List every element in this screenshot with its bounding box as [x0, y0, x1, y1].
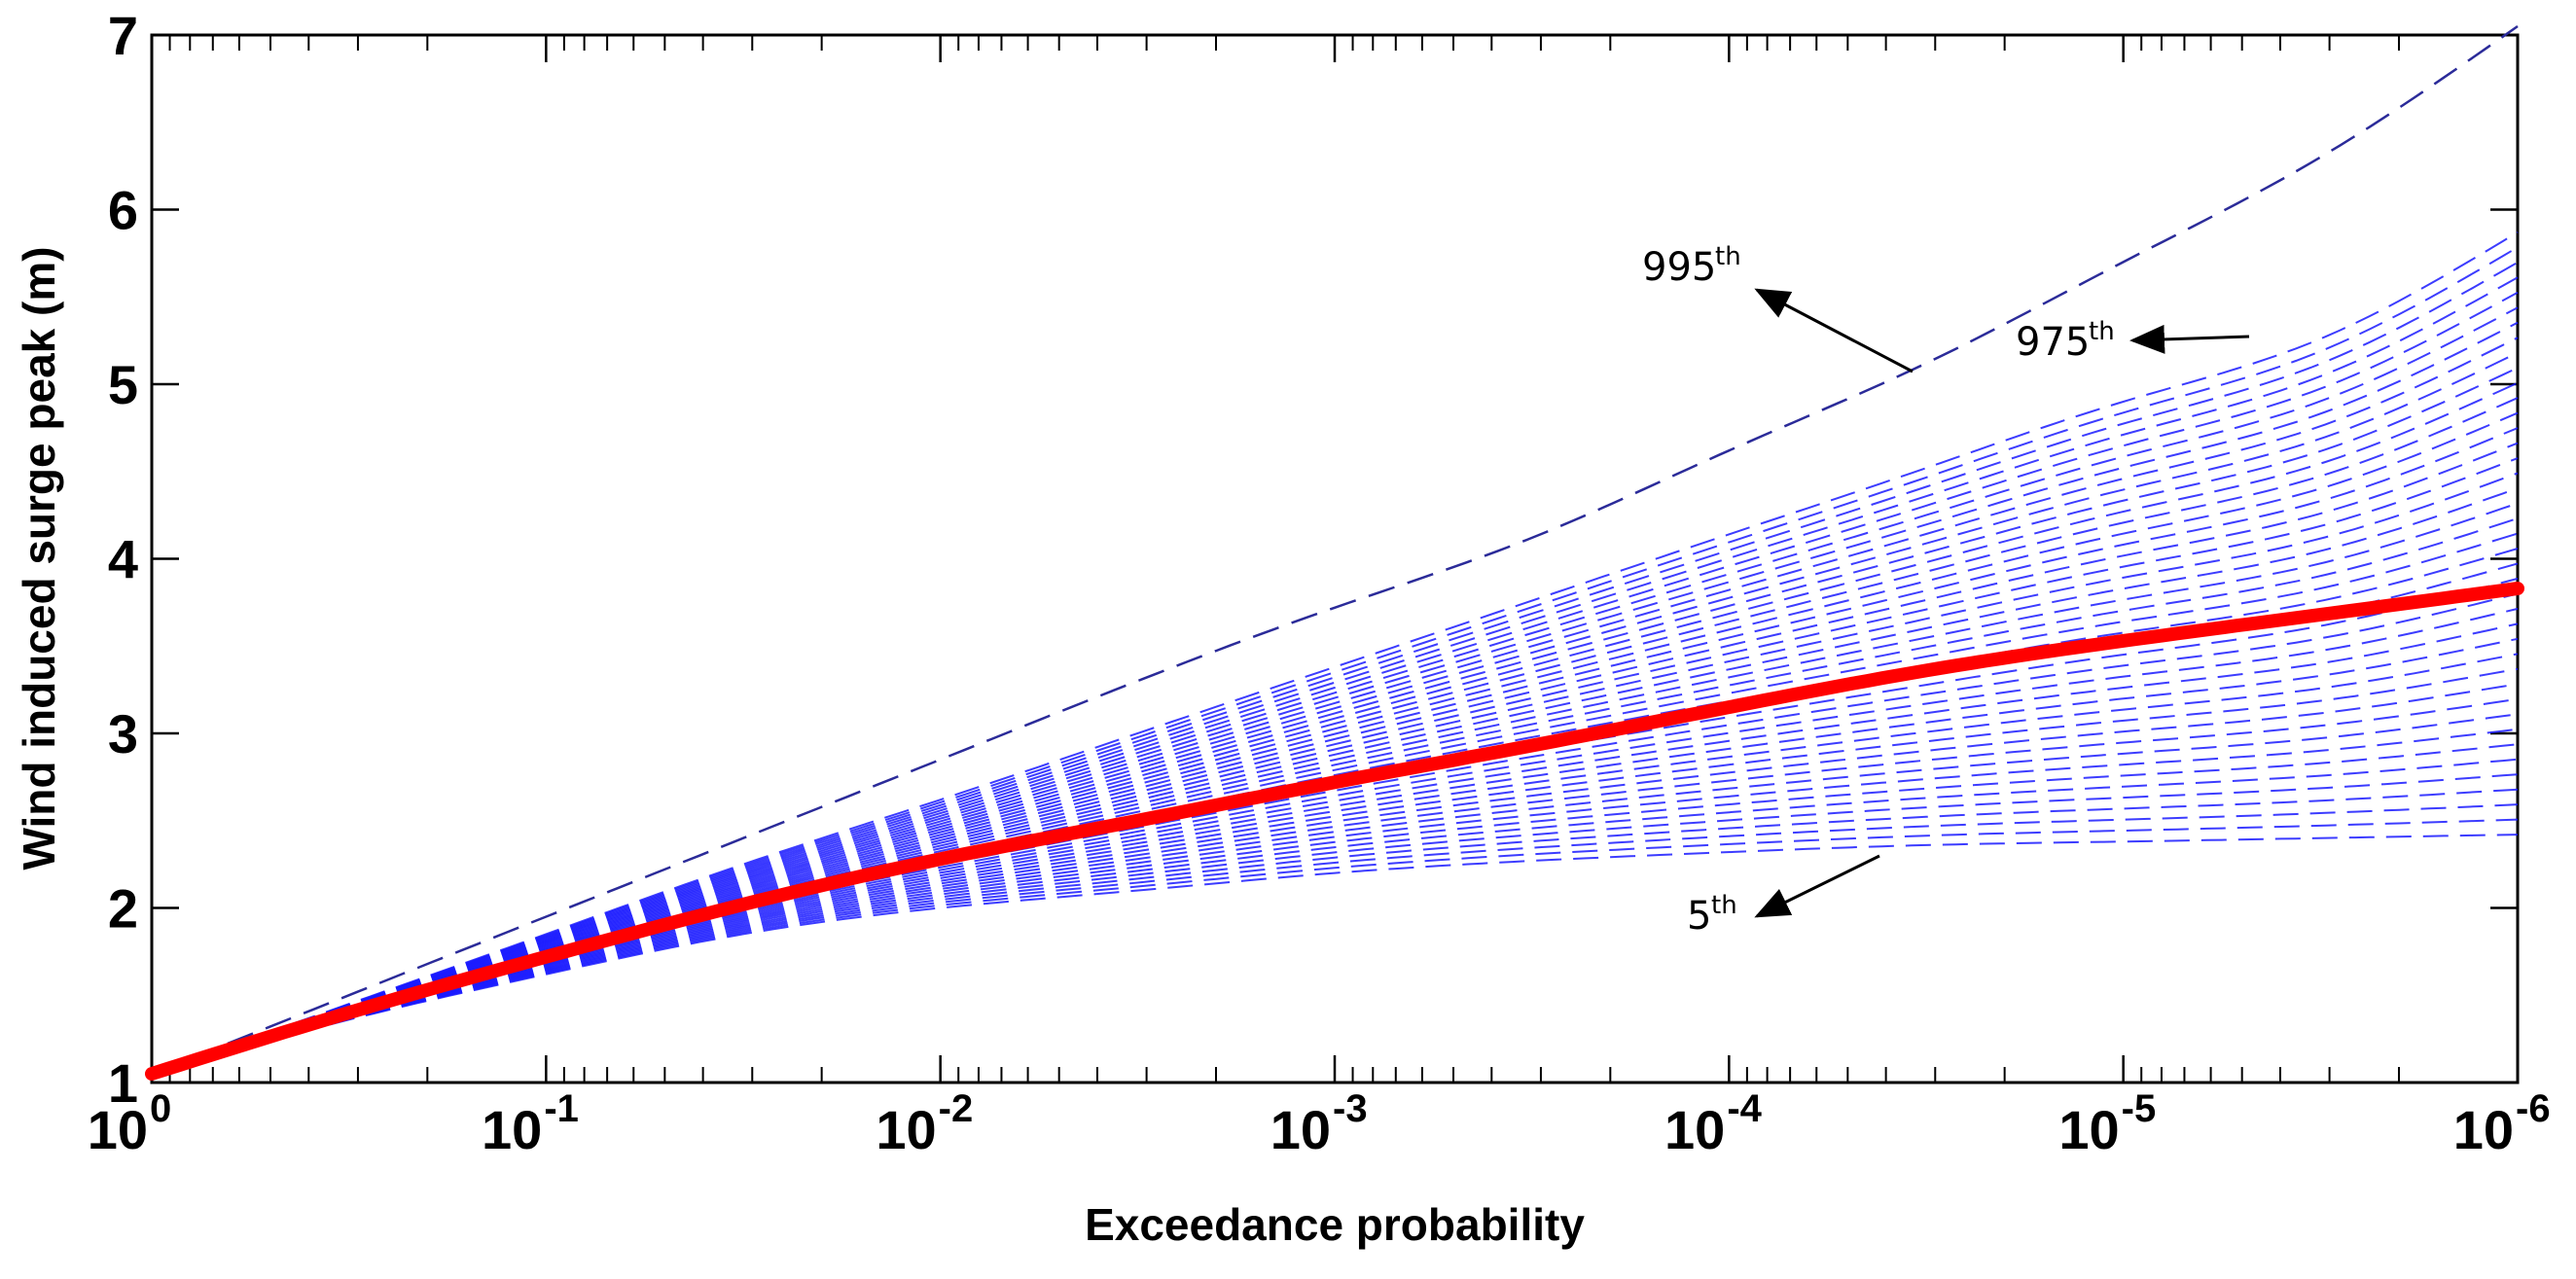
y-tick-label: 5	[108, 354, 138, 415]
y-tick-labels: 1 2 3 4 5 6 7	[108, 5, 138, 1114]
x-tick-label: 10 -3	[1270, 1087, 1368, 1160]
x-tick-base: 10	[1664, 1099, 1725, 1160]
x-tick-base: 10	[2453, 1099, 2514, 1160]
x-tick-base: 10	[2058, 1099, 2119, 1160]
annotation-text: 995	[1642, 245, 1716, 290]
x-tick-exponent: -6	[2516, 1087, 2551, 1130]
median-curve	[145, 582, 2524, 1081]
percentile-curve	[151, 276, 2519, 1075]
annotation-sup: th	[1715, 242, 1741, 271]
x-tick-exponent: -4	[1727, 1087, 1762, 1130]
x-axis-label: Exceedance probability	[1085, 1199, 1585, 1250]
extreme-curve-group	[151, 24, 2519, 1076]
percentile-curve	[151, 457, 2519, 1075]
x-tick-base: 10	[876, 1099, 936, 1160]
minor-ticks	[168, 35, 2400, 1083]
percentile-curve	[151, 697, 2519, 1075]
x-tick-label: 10 -2	[876, 1087, 973, 1160]
percentile-curve	[151, 306, 2519, 1075]
y-tick-label: 6	[108, 180, 138, 241]
annotation-sup: th	[2089, 317, 2115, 346]
annotation-text: 975	[2016, 320, 2090, 365]
x-tick-base: 10	[1270, 1099, 1331, 1160]
percentile-curve	[151, 834, 2519, 1075]
annotation-arrow	[1754, 288, 1914, 373]
percentile-curve	[151, 231, 2519, 1075]
percentile-curve	[151, 728, 2519, 1075]
percentile-curve	[151, 397, 2519, 1075]
x-tick-exponent: 0	[150, 1087, 171, 1130]
percentile-curve	[151, 337, 2519, 1075]
y-tick-label: 7	[108, 5, 138, 66]
plot-area	[150, 33, 2520, 1084]
x-tick-exponent: -1	[544, 1087, 579, 1130]
y-tick-label: 3	[108, 703, 138, 764]
percentile-curve	[151, 803, 2519, 1075]
annotation-text: 5	[1687, 894, 1711, 939]
x-tick-label: 10 0	[88, 1087, 172, 1160]
x-tick-label: 10 -6	[2453, 1087, 2551, 1160]
x-tick-exponent: -2	[939, 1087, 974, 1130]
y-tick-label: 4	[108, 529, 138, 590]
annotation-arrow	[1754, 854, 1880, 918]
x-tick-exponent: -3	[1333, 1087, 1368, 1130]
x-tick-label: 10 -1	[482, 1087, 579, 1160]
x-tick-label: 10 -4	[1664, 1087, 1763, 1160]
y-tick-label: 1	[108, 1052, 138, 1114]
x-tick-exponent: -5	[2122, 1087, 2157, 1130]
x-tick-label: 10 -5	[2058, 1087, 2156, 1160]
x-tick-base: 10	[482, 1099, 542, 1160]
median-group	[145, 582, 2524, 1081]
x-tick-base: 10	[88, 1099, 148, 1160]
y-tick-label: 2	[108, 878, 138, 940]
extreme-curve	[151, 24, 2519, 1076]
annotation-arrow	[2129, 324, 2250, 354]
percentile-curve	[151, 758, 2519, 1075]
percentile-curve	[151, 427, 2519, 1075]
annotation-sup: th	[1711, 891, 1737, 920]
percentile-curve	[151, 367, 2519, 1075]
y-axis-label: Wind induced surge peak (m)	[14, 246, 64, 870]
x-tick-labels: 10 0 10 -1 10 -2 10 -3 10 -4 10 -5 10 -6	[88, 1087, 2551, 1160]
